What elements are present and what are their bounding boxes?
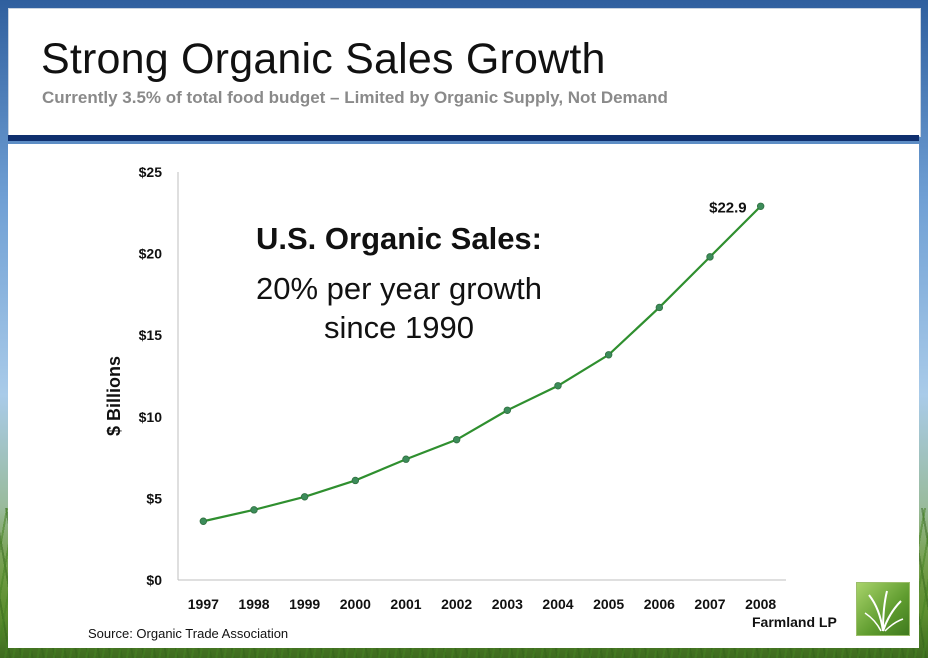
x-tick-label: 2002 (441, 596, 472, 612)
y-tick-label: $10 (139, 409, 163, 425)
data-point (655, 303, 664, 312)
data-point (351, 476, 360, 485)
sales-line-chart: $0 $5 $10 $15 $20 $25 1997 1998 1999 2000 2001 2002… (104, 164, 786, 612)
x-tick-label: 2001 (390, 596, 421, 612)
x-tick-label: 2004 (542, 596, 573, 612)
farmland-logo-icon (856, 582, 910, 636)
data-point (402, 455, 410, 463)
x-tick-label: 2007 (694, 596, 725, 612)
page-title: Strong Organic Sales Growth (41, 35, 606, 83)
data-point (300, 493, 309, 501)
data-label: $22.9 (709, 199, 747, 216)
y-tick-label: $25 (139, 164, 163, 180)
x-tick-label: 1999 (289, 596, 320, 612)
data-point (199, 517, 208, 525)
data-point (706, 253, 714, 261)
data-point (604, 351, 613, 359)
x-tick-label: 1998 (238, 596, 269, 612)
y-tick-label: $15 (139, 327, 163, 343)
x-tick-label: 2006 (644, 596, 675, 612)
annotation-line-1: 20% per year growth (255, 271, 543, 306)
x-tick-label: 1997 (188, 596, 219, 612)
x-tick-label: 2005 (593, 596, 624, 612)
y-tick-label: $5 (146, 490, 162, 506)
y-tick-label: $0 (146, 572, 162, 588)
annotation-line-2: since 1990 (324, 310, 474, 345)
annotation-title: U.S. Organic Sales: (256, 221, 542, 256)
data-point (554, 382, 562, 390)
x-tick-label: 2003 (492, 596, 523, 612)
y-axis-title: $ Billions (104, 356, 124, 436)
data-point (503, 406, 512, 414)
x-tick-label: 2000 (340, 596, 371, 612)
brand-name: Farmland LP (752, 614, 837, 630)
header-panel: Strong Organic Sales Growth Currently 3.… (8, 8, 921, 137)
y-tick-label: $20 (139, 246, 163, 262)
data-point (250, 506, 258, 514)
chart-panel: $0 $5 $10 $15 $20 $25 1997 1998 1999 2000 2001 2002… (8, 144, 919, 648)
page-subtitle: Currently 3.5% of total food budget – Li… (42, 88, 668, 107)
source-note: Source: Organic Trade Association (88, 626, 289, 641)
x-tick-label: 2008 (745, 596, 776, 612)
header-divider-bar (8, 135, 919, 141)
data-point (756, 202, 765, 210)
data-point (452, 435, 461, 444)
series-line (203, 205, 762, 523)
